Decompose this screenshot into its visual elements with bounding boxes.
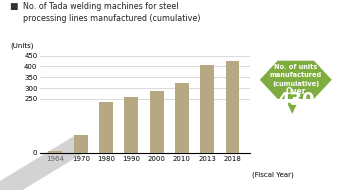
Bar	[124, 97, 138, 153]
Text: Over: Over	[286, 87, 306, 96]
Text: (Fiscal Year): (Fiscal Year)	[252, 171, 294, 178]
Text: manufactured: manufactured	[270, 72, 322, 78]
Text: (cumulative): (cumulative)	[272, 81, 319, 87]
Bar	[74, 135, 88, 153]
Text: (Units): (Units)	[11, 43, 34, 49]
Bar	[150, 91, 163, 153]
Text: 430: 430	[277, 91, 315, 109]
Bar	[226, 61, 239, 153]
Text: ■: ■	[9, 2, 17, 11]
Bar	[175, 83, 189, 153]
Bar	[48, 151, 62, 153]
Text: No. of units: No. of units	[274, 64, 317, 70]
Text: No. of Tada welding machines for steel
processing lines manufactured (cumulative: No. of Tada welding machines for steel p…	[23, 2, 200, 23]
Bar	[200, 65, 214, 153]
Bar	[99, 102, 113, 153]
